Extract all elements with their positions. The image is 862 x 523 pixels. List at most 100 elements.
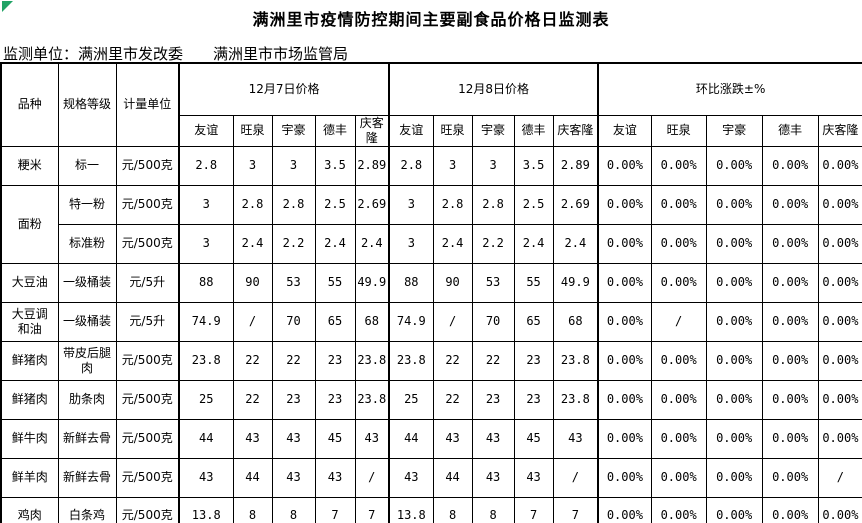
price-dec7-cell: 7 — [354, 496, 391, 523]
price-dec7-cell: 22 — [232, 379, 273, 420]
change-cell: 0.00% — [597, 184, 652, 225]
price-dec8-cell: 23.8 — [552, 379, 600, 420]
price-dec7-cell: 70 — [271, 301, 316, 342]
price-dec7-cell: 2.4 — [232, 223, 273, 264]
price-dec7-cell: 2.8 — [178, 145, 234, 186]
change-cell: 0.00% — [597, 223, 652, 264]
change-cell: 0.00% — [650, 184, 707, 225]
price-dec7-cell: 49.9 — [354, 262, 391, 303]
price-dec7-cell: 2.8 — [271, 184, 316, 225]
store-header: 宇豪 — [705, 114, 763, 147]
store-header: 德丰 — [314, 114, 356, 147]
price-dec7-cell: 43 — [178, 457, 234, 498]
price-dec8-cell: 65 — [513, 301, 554, 342]
change-cell: 0.00% — [761, 457, 819, 498]
price-dec7-cell: 2.8 — [232, 184, 273, 225]
page-title: 满洲里市疫情防控期间主要副食品价格日监测表 — [252, 10, 610, 29]
price-dec7-cell: 2.4 — [314, 223, 356, 264]
price-dec8-cell: 3 — [432, 145, 473, 186]
spec-cell: 肋条肉 — [57, 379, 117, 420]
change-cell: 0.00% — [817, 184, 862, 225]
price-dec7-cell: 90 — [232, 262, 273, 303]
change-cell: 0.00% — [761, 223, 819, 264]
price-dec7-cell: 7 — [314, 496, 356, 523]
price-dec8-cell: 74.9 — [388, 301, 434, 342]
table-row: 粳米 标一 元/500克 2.8 3 3 3.5 2.89 2.8 3 3 3.5 2.89 0.00% 0… — [0, 145, 862, 186]
store-header: 德丰 — [513, 114, 554, 147]
store-header: 友谊 — [178, 114, 234, 147]
change-cell: 0.00% — [761, 379, 819, 420]
change-cell: 0.00% — [705, 379, 763, 420]
price-dec8-cell: 49.9 — [552, 262, 600, 303]
change-cell: 0.00% — [650, 340, 707, 381]
change-cell: 0.00% — [705, 340, 763, 381]
store-header: 旺泉 — [232, 114, 273, 147]
change-cell: 0.00% — [817, 223, 862, 264]
header-row-stores: 友谊 旺泉 宇豪 德丰 庆客隆 友谊 旺泉 宇豪 德丰 庆客隆 友谊 旺泉 宇豪… — [1, 114, 862, 147]
price-dec7-cell: 55 — [314, 262, 356, 303]
variety-cell: 鲜猪肉 — [0, 379, 59, 420]
price-dec8-cell: 22 — [432, 379, 473, 420]
change-cell: 0.00% — [705, 496, 763, 523]
price-dec7-cell: / — [354, 457, 391, 498]
unit-cell: 元/500克 — [115, 418, 180, 459]
change-cell: 0.00% — [597, 457, 652, 498]
change-cell: 0.00% — [597, 340, 652, 381]
price-dec8-cell: 53 — [471, 262, 515, 303]
table-row: 鲜羊肉 新鲜去骨 元/500克 43 44 43 43/43 44 43 43/0.00% 0.00… — [0, 457, 862, 498]
spec-cell: 一级桶装 — [57, 262, 117, 303]
price-dec8-cell: 2.89 — [552, 145, 600, 186]
spec-cell: 新鲜去骨 — [57, 418, 117, 459]
price-dec8-cell: 44 — [432, 457, 473, 498]
change-cell: 0.00% — [761, 262, 819, 303]
table-row: 鲜猪肉 带皮后腿 肉元/500克 23.8 22 22 23 23.8 23.8 22 22 23 2… — [0, 340, 862, 381]
price-dec8-cell: 7 — [513, 496, 554, 523]
price-dec8-cell: 23 — [513, 340, 554, 381]
store-header: 庆客隆 — [354, 114, 391, 147]
col-header-spec: 规格等级 — [57, 62, 117, 147]
unit-cell: 元/500克 — [115, 145, 180, 186]
price-dec8-cell: 3 — [471, 145, 515, 186]
price-dec7-cell: 3.5 — [314, 145, 356, 186]
price-dec7-cell: 25 — [178, 379, 234, 420]
unit-cell: 元/5升 — [115, 301, 180, 342]
change-cell: 0.00% — [705, 457, 763, 498]
green-triangle-icon — [2, 1, 13, 12]
price-dec8-cell: 44 — [388, 418, 434, 459]
change-cell: 0.00% — [597, 418, 652, 459]
price-dec7-cell: 88 — [178, 262, 234, 303]
unit-cell: 元/500克 — [115, 184, 180, 225]
price-dec7-cell: 3 — [178, 184, 234, 225]
change-cell: 0.00% — [817, 340, 862, 381]
change-cell: 0.00% — [705, 262, 763, 303]
variety-cell: 鲜猪肉 — [0, 340, 59, 381]
price-table: 品种 规格等级 计量单位 12月7日价格 12月8日价格 环比涨跌±% 友谊 旺… — [0, 62, 862, 523]
price-dec8-cell: / — [552, 457, 600, 498]
price-dec7-cell: 43 — [354, 418, 391, 459]
price-dec8-cell: 90 — [432, 262, 473, 303]
col-header-unit: 计量单位 — [115, 62, 180, 147]
change-cell: 0.00% — [817, 301, 862, 342]
spec-cell: 一级桶装 — [57, 301, 117, 342]
price-dec8-cell: 2.69 — [552, 184, 600, 225]
store-header: 庆客隆 — [817, 114, 862, 147]
col-header-group-change: 环比涨跌±% — [597, 62, 862, 116]
price-dec8-cell: 45 — [513, 418, 554, 459]
price-dec8-cell: 68 — [552, 301, 600, 342]
change-cell: 0.00% — [705, 184, 763, 225]
store-header: 友谊 — [388, 114, 434, 147]
price-dec8-cell: 2.8 — [388, 145, 434, 186]
spec-cell: 特一粉 — [57, 184, 117, 225]
change-cell: 0.00% — [650, 418, 707, 459]
change-cell: 0.00% — [705, 301, 763, 342]
variety-cell: 大豆调 和油 — [0, 301, 59, 342]
price-dec8-cell: 22 — [432, 340, 473, 381]
price-dec7-cell: 2.89 — [354, 145, 391, 186]
spec-cell: 带皮后腿 肉 — [57, 340, 117, 381]
col-header-group-dec7: 12月7日价格 — [178, 62, 391, 116]
change-cell: 0.00% — [761, 418, 819, 459]
price-dec7-cell: 3 — [271, 145, 316, 186]
change-cell: 0.00% — [597, 379, 652, 420]
price-dec8-cell: 13.8 — [388, 496, 434, 523]
table-row: 鲜牛肉 新鲜去骨 元/500克 44 43 43 45 43 44 43 43 45 43 0.00% 0.… — [0, 418, 862, 459]
